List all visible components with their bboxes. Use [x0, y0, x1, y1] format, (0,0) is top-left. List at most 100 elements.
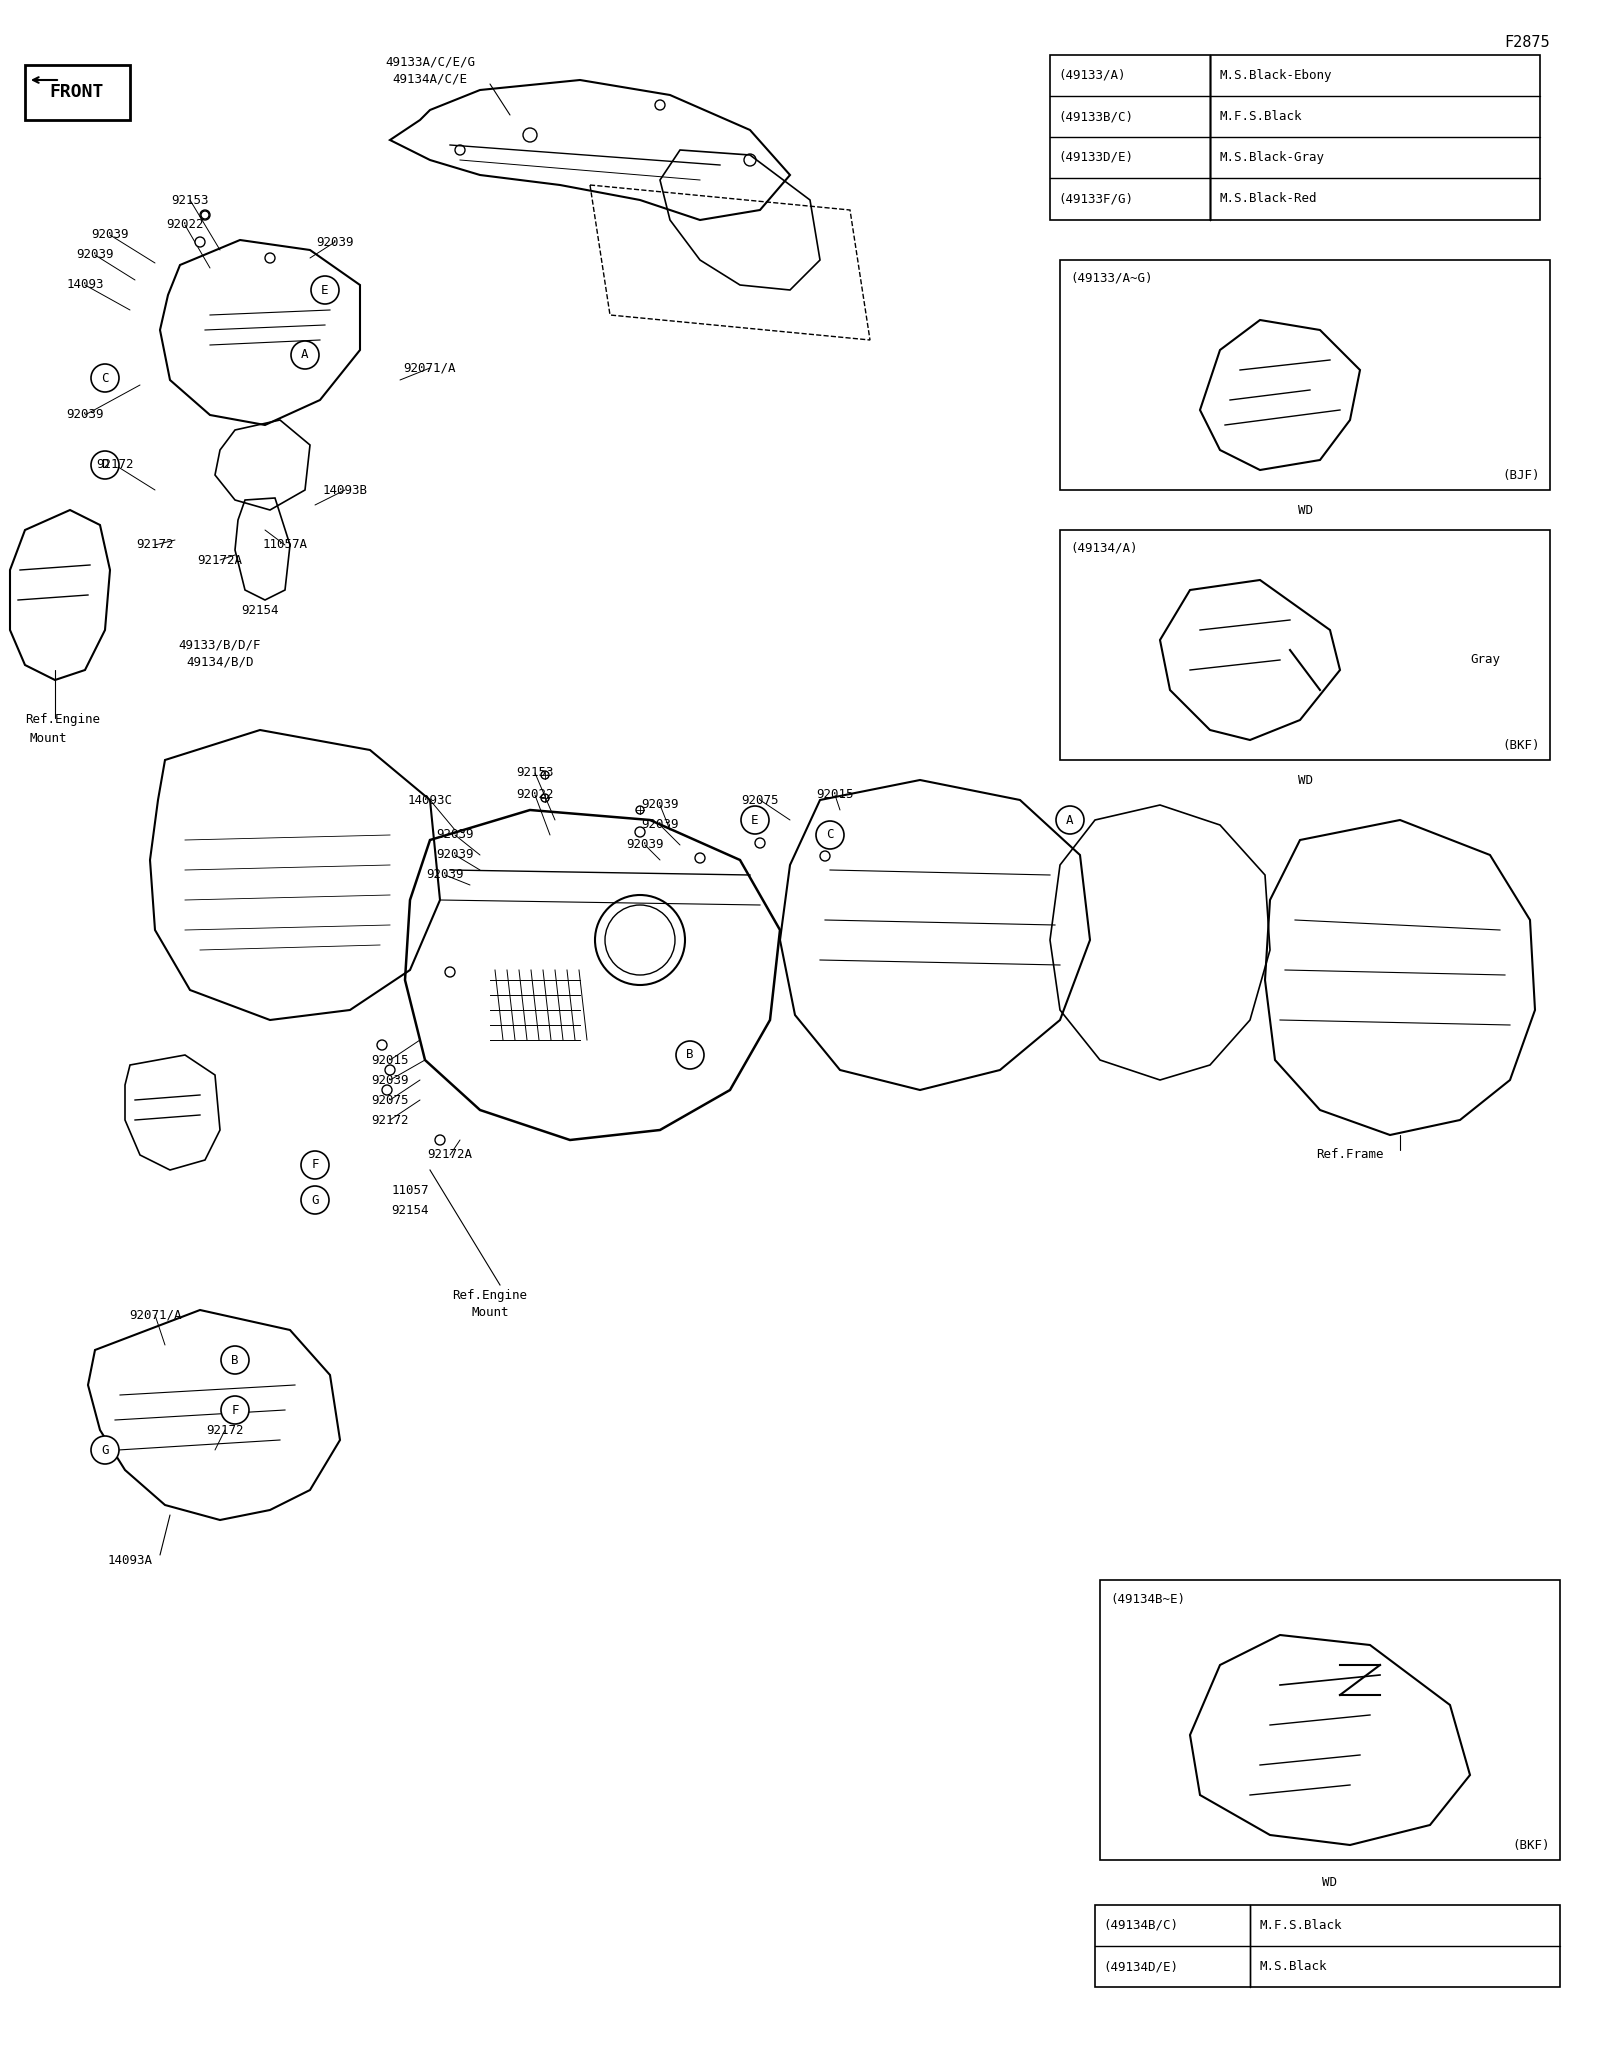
Text: A: A: [1066, 814, 1074, 827]
Text: 92039: 92039: [317, 236, 354, 248]
Text: 92039: 92039: [77, 248, 114, 263]
Text: Ref.Engine: Ref.Engine: [453, 1288, 528, 1302]
Circle shape: [445, 967, 454, 978]
Text: M.S.Black-Ebony: M.S.Black-Ebony: [1221, 68, 1333, 83]
Text: Ref.Engine: Ref.Engine: [26, 713, 99, 726]
Text: (49134B~E): (49134B~E): [1110, 1594, 1186, 1606]
Text: 49133A/C/E/G: 49133A/C/E/G: [386, 56, 475, 68]
Text: 92015: 92015: [816, 788, 854, 802]
Text: (BKF): (BKF): [1512, 1838, 1550, 1852]
Text: WD: WD: [1298, 504, 1312, 517]
Text: D: D: [101, 459, 109, 471]
Text: 92075: 92075: [371, 1093, 408, 1106]
Text: 92071/A: 92071/A: [128, 1308, 181, 1321]
Text: 92172: 92172: [96, 459, 134, 471]
Text: 92022: 92022: [166, 219, 203, 232]
Circle shape: [221, 1395, 250, 1424]
Circle shape: [755, 837, 765, 847]
Circle shape: [386, 1065, 395, 1075]
Circle shape: [378, 1040, 387, 1050]
Text: (BJF): (BJF): [1502, 469, 1539, 482]
Circle shape: [221, 1346, 250, 1375]
Text: M.S.Black: M.S.Black: [1261, 1960, 1328, 1974]
Text: 92039: 92039: [642, 819, 678, 831]
Bar: [1050, 56, 1539, 219]
Text: (49134D/E): (49134D/E): [1102, 1960, 1178, 1974]
Text: 92039: 92039: [66, 409, 104, 422]
Circle shape: [435, 1135, 445, 1145]
Text: (49133F/G): (49133F/G): [1058, 192, 1133, 205]
Text: (49134B/C): (49134B/C): [1102, 1918, 1178, 1933]
Bar: [1059, 529, 1550, 761]
Text: Mount: Mount: [30, 732, 67, 744]
Circle shape: [694, 854, 706, 864]
Text: (49134/A): (49134/A): [1070, 542, 1138, 554]
Text: WD: WD: [1298, 773, 1312, 788]
Circle shape: [301, 1186, 330, 1213]
Text: 92154: 92154: [392, 1203, 429, 1217]
Circle shape: [195, 238, 205, 246]
Text: B: B: [686, 1048, 694, 1062]
Text: 49134A/C/E: 49134A/C/E: [392, 72, 467, 85]
Text: E: E: [322, 283, 328, 296]
Text: 92153: 92153: [517, 767, 554, 779]
Text: (49133B/C): (49133B/C): [1058, 110, 1133, 124]
Circle shape: [741, 806, 770, 833]
Text: A: A: [301, 349, 309, 362]
Text: M.F.S.Black: M.F.S.Black: [1261, 1918, 1342, 1933]
Text: F: F: [312, 1158, 318, 1172]
Text: 92039: 92039: [626, 839, 664, 852]
Bar: [1059, 260, 1550, 490]
Bar: [1094, 1906, 1560, 1986]
Circle shape: [819, 852, 830, 862]
Text: Gray: Gray: [1470, 653, 1501, 666]
Text: 92039: 92039: [91, 229, 128, 242]
Circle shape: [635, 827, 645, 837]
Text: B: B: [232, 1354, 238, 1366]
Text: F2875: F2875: [1504, 35, 1550, 50]
Circle shape: [266, 252, 275, 263]
Text: 49134/B/D: 49134/B/D: [186, 655, 254, 668]
Circle shape: [91, 451, 118, 480]
Text: Mount: Mount: [472, 1306, 509, 1319]
Text: 92039: 92039: [426, 868, 464, 881]
Text: FRONT: FRONT: [50, 83, 104, 101]
Text: 92039: 92039: [437, 829, 474, 841]
Text: G: G: [312, 1193, 318, 1207]
Text: 92039: 92039: [642, 798, 678, 812]
Text: 92172: 92172: [136, 539, 174, 552]
Text: 14093A: 14093A: [107, 1554, 152, 1567]
Circle shape: [91, 364, 118, 393]
Text: F: F: [232, 1403, 238, 1416]
Text: (49133/A): (49133/A): [1058, 68, 1125, 83]
Circle shape: [200, 211, 210, 219]
Text: 92075: 92075: [741, 794, 779, 806]
Text: M.S.Black-Red: M.S.Black-Red: [1221, 192, 1317, 205]
Text: 14093: 14093: [66, 279, 104, 291]
Text: M.F.S.Black: M.F.S.Black: [1221, 110, 1302, 124]
Circle shape: [291, 341, 318, 370]
Circle shape: [91, 1437, 118, 1463]
Text: C: C: [826, 829, 834, 841]
Text: 14093B: 14093B: [323, 484, 368, 496]
Bar: [1101, 1579, 1560, 1860]
Text: 11057: 11057: [392, 1184, 429, 1197]
Text: 14093C: 14093C: [408, 794, 453, 806]
Text: 92172A: 92172A: [197, 554, 243, 566]
Circle shape: [301, 1151, 330, 1178]
Bar: [26, 64, 130, 120]
Circle shape: [310, 277, 339, 304]
Text: 92172: 92172: [206, 1424, 243, 1437]
Text: M.S.Black-Gray: M.S.Black-Gray: [1221, 151, 1325, 163]
Text: 92039: 92039: [437, 847, 474, 862]
Text: 11057A: 11057A: [262, 539, 307, 552]
Circle shape: [382, 1085, 392, 1096]
Text: 92015: 92015: [371, 1054, 408, 1067]
Circle shape: [1056, 806, 1085, 833]
Text: C: C: [101, 372, 109, 384]
Text: Ref.Frame: Ref.Frame: [1317, 1149, 1384, 1162]
Text: 92172A: 92172A: [427, 1149, 472, 1162]
Text: 92071/A: 92071/A: [403, 362, 456, 374]
Text: (49133D/E): (49133D/E): [1058, 151, 1133, 163]
Text: 92154: 92154: [242, 604, 278, 616]
